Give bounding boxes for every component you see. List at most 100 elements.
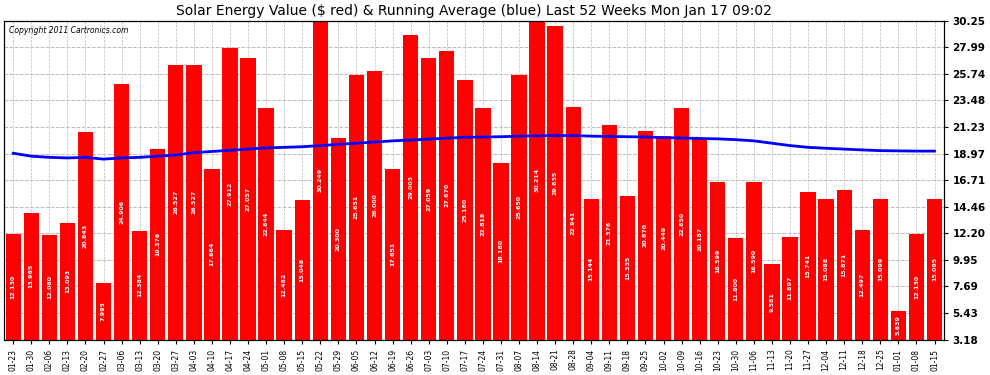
Text: 27.059: 27.059: [427, 187, 432, 211]
Text: 13.093: 13.093: [65, 269, 70, 293]
Text: 7.995: 7.995: [101, 301, 106, 321]
Text: 15.871: 15.871: [842, 253, 846, 277]
Bar: [819, 199, 834, 339]
Bar: [475, 108, 491, 339]
Text: 12.080: 12.080: [47, 275, 51, 299]
Bar: [457, 80, 472, 339]
Text: 15.048: 15.048: [300, 258, 305, 282]
Bar: [348, 75, 364, 339]
Bar: [186, 64, 202, 339]
Bar: [547, 26, 563, 339]
Bar: [421, 58, 437, 339]
Bar: [800, 192, 816, 339]
Text: 12.384: 12.384: [138, 273, 143, 297]
Text: 20.449: 20.449: [661, 226, 666, 250]
Text: 17.651: 17.651: [390, 242, 395, 267]
Text: 15.144: 15.144: [589, 257, 594, 281]
Bar: [258, 108, 274, 339]
Title: Solar Energy Value ($ red) & Running Average (blue) Last 52 Weeks Mon Jan 17 09:: Solar Energy Value ($ red) & Running Ave…: [176, 4, 772, 18]
Bar: [655, 136, 671, 339]
Bar: [493, 163, 509, 339]
Bar: [872, 199, 888, 339]
Text: 21.376: 21.376: [607, 220, 612, 245]
Bar: [24, 213, 39, 339]
Text: 27.670: 27.670: [445, 183, 449, 207]
Bar: [674, 108, 689, 339]
Bar: [710, 182, 726, 339]
Bar: [168, 64, 183, 339]
Text: 25.650: 25.650: [517, 195, 522, 219]
Bar: [96, 283, 111, 339]
Bar: [837, 190, 851, 339]
Bar: [385, 169, 400, 339]
Text: 30.214: 30.214: [535, 168, 540, 192]
Bar: [331, 138, 346, 339]
Bar: [620, 196, 636, 339]
Text: 22.844: 22.844: [263, 211, 268, 236]
Bar: [241, 58, 255, 339]
Text: 22.941: 22.941: [570, 211, 576, 235]
Bar: [854, 230, 870, 339]
Text: 12.130: 12.130: [11, 275, 16, 299]
Text: 29.835: 29.835: [552, 171, 557, 195]
Bar: [204, 169, 220, 339]
Text: 15.088: 15.088: [824, 257, 829, 282]
Text: 20.187: 20.187: [697, 227, 702, 252]
Text: 11.800: 11.800: [734, 277, 739, 301]
Text: 20.870: 20.870: [643, 224, 648, 248]
Text: 26.527: 26.527: [191, 190, 196, 214]
Bar: [150, 149, 165, 339]
Bar: [367, 71, 382, 339]
Bar: [530, 21, 544, 339]
Text: 22.850: 22.850: [679, 211, 684, 236]
Text: Copyright 2011 Cartronics.com: Copyright 2011 Cartronics.com: [9, 26, 129, 34]
Text: 15.741: 15.741: [806, 254, 811, 278]
Text: 24.906: 24.906: [119, 200, 124, 223]
Text: 19.376: 19.376: [155, 232, 160, 256]
Text: 9.581: 9.581: [769, 292, 774, 312]
Bar: [909, 234, 924, 339]
Bar: [728, 238, 743, 339]
Text: 30.249: 30.249: [318, 168, 323, 192]
Text: 12.482: 12.482: [282, 273, 287, 297]
Bar: [638, 131, 653, 339]
Bar: [59, 223, 75, 339]
Text: 15.335: 15.335: [625, 256, 630, 280]
Bar: [746, 182, 761, 339]
Bar: [764, 264, 779, 339]
Bar: [782, 237, 798, 339]
Text: 16.590: 16.590: [751, 249, 756, 273]
Text: 17.664: 17.664: [210, 242, 215, 266]
Bar: [114, 84, 130, 339]
Text: 12.130: 12.130: [914, 275, 919, 299]
Text: 25.180: 25.180: [462, 198, 467, 222]
Text: 18.180: 18.180: [498, 239, 504, 263]
Bar: [42, 235, 57, 339]
Bar: [512, 75, 527, 339]
Text: 12.497: 12.497: [859, 273, 864, 297]
Text: 26.000: 26.000: [372, 193, 377, 217]
Bar: [692, 139, 707, 339]
Text: 15.099: 15.099: [878, 257, 883, 281]
Bar: [313, 21, 328, 339]
Text: 25.651: 25.651: [354, 195, 359, 219]
Bar: [78, 132, 93, 339]
Text: 11.897: 11.897: [787, 276, 793, 300]
Bar: [440, 51, 454, 339]
Text: 20.300: 20.300: [336, 227, 341, 251]
Text: 5.639: 5.639: [896, 315, 901, 335]
Bar: [403, 35, 419, 339]
Text: 29.003: 29.003: [408, 176, 413, 200]
Bar: [584, 199, 599, 339]
Text: 27.057: 27.057: [246, 187, 250, 211]
Text: 15.095: 15.095: [932, 257, 937, 282]
Text: 26.527: 26.527: [173, 190, 178, 214]
Bar: [602, 125, 617, 339]
Bar: [891, 310, 906, 339]
Bar: [565, 107, 581, 339]
Text: 22.818: 22.818: [480, 212, 485, 236]
Bar: [927, 199, 942, 339]
Bar: [295, 200, 310, 339]
Text: 13.965: 13.965: [29, 264, 34, 288]
Bar: [132, 231, 148, 339]
